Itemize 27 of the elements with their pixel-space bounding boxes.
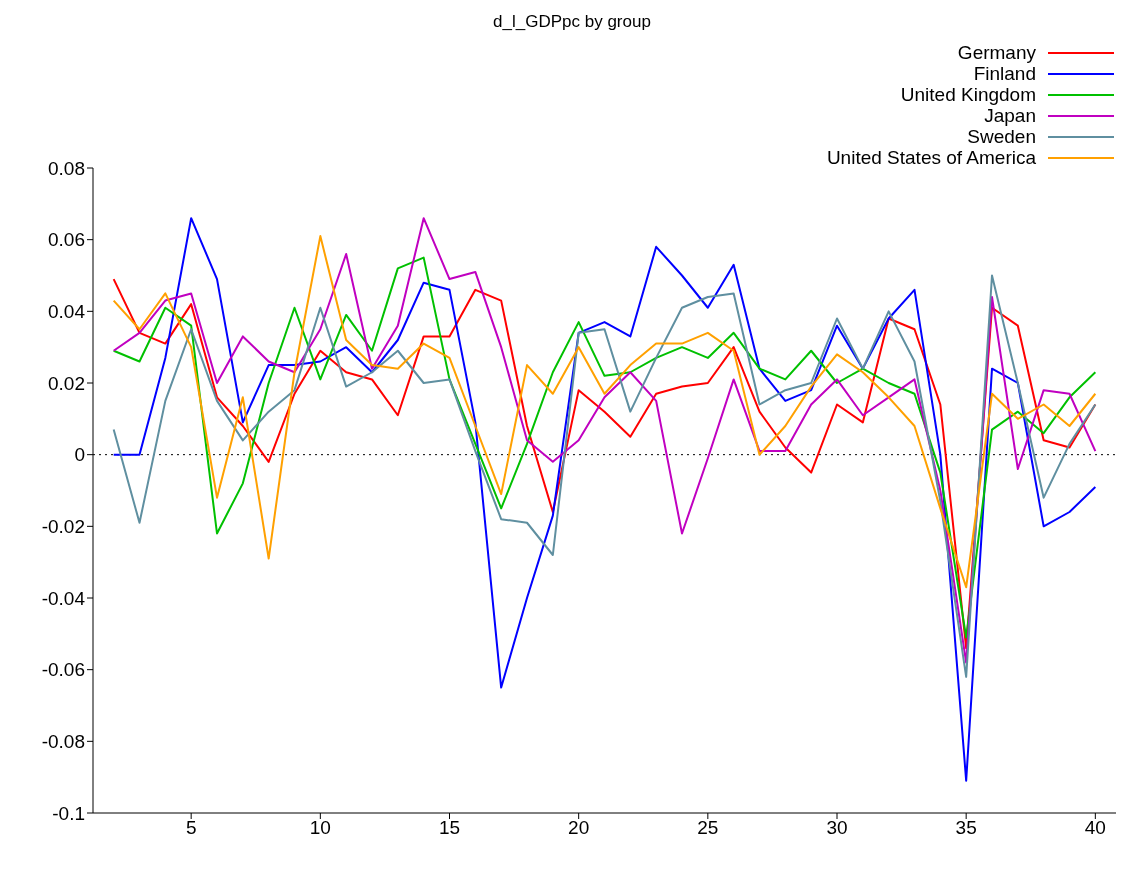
y-tick-label: -0.1 [52, 802, 85, 824]
line-series [112, 217, 1097, 782]
legend-label: Japan [984, 104, 1036, 127]
legend-label: Finland [973, 62, 1036, 85]
legend-label: United States of America [826, 146, 1036, 169]
legend-label: Sweden [967, 125, 1036, 148]
x-tick-label: 5 [185, 817, 197, 839]
y-tick-label: 0.04 [48, 301, 86, 323]
y-tick-label: -0.04 [41, 587, 86, 609]
legend-label: United Kingdom [900, 83, 1036, 106]
y-tick-label: 0 [74, 444, 85, 466]
y-tick-label: -0.06 [41, 659, 85, 681]
chart-title: d_l_GDPpc by group [492, 12, 652, 32]
x-tick-label: 35 [955, 817, 977, 839]
y-tick-label: 0.06 [48, 229, 85, 251]
x-tick-label: 10 [309, 817, 331, 839]
x-tick-label: 25 [697, 817, 719, 839]
legend-label: Germany [957, 41, 1036, 64]
x-tick-label: 20 [568, 817, 590, 839]
x-tick-label: 40 [1084, 817, 1106, 839]
y-tick-label: -0.02 [41, 516, 85, 538]
x-tick-label: 30 [826, 817, 848, 839]
y-tick-label: -0.08 [41, 731, 85, 753]
y-tick-label: 0.08 [48, 157, 85, 179]
line-series [112, 235, 1097, 589]
y-tick-label: 0.02 [48, 372, 85, 394]
x-tick-label: 15 [438, 817, 461, 839]
